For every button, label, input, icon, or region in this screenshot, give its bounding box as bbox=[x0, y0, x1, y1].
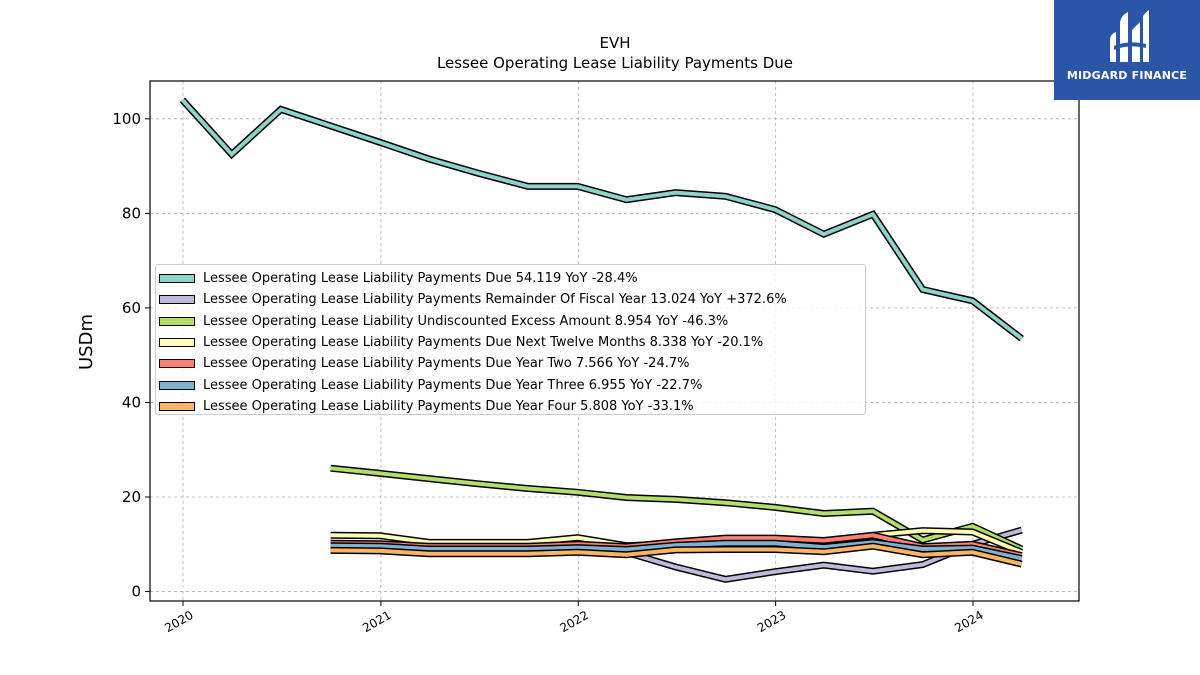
x-tick-label: 2024 bbox=[952, 608, 985, 635]
x-tick-label: 2023 bbox=[755, 608, 788, 635]
y-tick-label: 100 bbox=[112, 110, 141, 128]
legend-label: Lessee Operating Lease Liability Payment… bbox=[203, 356, 689, 371]
legend-swatch bbox=[159, 338, 195, 347]
y-axis-label: USDm bbox=[76, 314, 97, 370]
legend-label: Lessee Operating Lease Liability Payment… bbox=[203, 292, 787, 307]
y-tick-label: 0 bbox=[131, 583, 141, 601]
legend-label: Lessee Operating Lease Liability Undisco… bbox=[203, 314, 728, 329]
legend: Lessee Operating Lease Liability Payment… bbox=[155, 264, 866, 415]
chart-title: EVH bbox=[599, 34, 630, 52]
y-tick-label: 60 bbox=[122, 299, 141, 317]
legend-label: Lessee Operating Lease Liability Payment… bbox=[203, 335, 763, 350]
brand-mark-icon bbox=[1054, 0, 1200, 100]
x-tick-label: 2021 bbox=[360, 608, 393, 635]
legend-label: Lessee Operating Lease Liability Payment… bbox=[203, 399, 694, 414]
y-tick-label: 20 bbox=[122, 488, 141, 506]
legend-item: Lessee Operating Lease Liability Payment… bbox=[156, 332, 865, 353]
legend-item: Lessee Operating Lease Liability Payment… bbox=[156, 374, 865, 395]
brand-name: MIDGARD FINANCE bbox=[1054, 69, 1200, 82]
legend-swatch bbox=[159, 295, 195, 304]
x-tick-label: 2022 bbox=[558, 608, 591, 635]
y-tick-label: 40 bbox=[122, 393, 141, 411]
legend-item: Lessee Operating Lease Liability Payment… bbox=[156, 289, 865, 310]
legend-swatch bbox=[159, 402, 195, 411]
legend-item: Lessee Operating Lease Liability Payment… bbox=[156, 353, 865, 374]
legend-label: Lessee Operating Lease Liability Payment… bbox=[203, 271, 638, 286]
legend-swatch bbox=[159, 274, 195, 283]
legend-swatch bbox=[159, 317, 195, 326]
series-line bbox=[331, 468, 1022, 549]
x-tick-label: 2020 bbox=[162, 608, 195, 635]
brand-logo: MIDGARD FINANCE bbox=[1054, 0, 1200, 100]
chart-subtitle: Lessee Operating Lease Liability Payment… bbox=[437, 54, 793, 72]
legend-swatch bbox=[159, 381, 195, 390]
legend-item: Lessee Operating Lease Liability Payment… bbox=[156, 396, 865, 417]
legend-item: Lessee Operating Lease Liability Undisco… bbox=[156, 311, 865, 332]
legend-item: Lessee Operating Lease Liability Payment… bbox=[156, 268, 865, 289]
legend-swatch bbox=[159, 359, 195, 368]
legend-label: Lessee Operating Lease Liability Payment… bbox=[203, 378, 702, 393]
y-tick-label: 80 bbox=[122, 204, 141, 222]
